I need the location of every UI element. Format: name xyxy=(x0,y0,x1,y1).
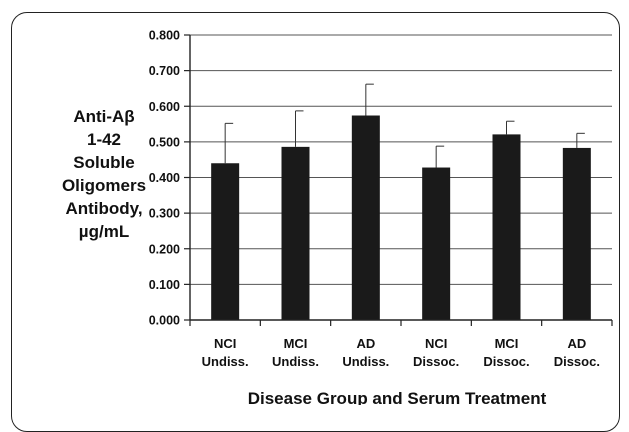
x-category-label: NCI xyxy=(214,336,236,351)
y-tick-label: 0.400 xyxy=(149,171,180,185)
y-axis-label-line: µg/mL xyxy=(79,222,129,241)
y-tick-label: 0.300 xyxy=(149,207,180,221)
y-axis-label-line: 1-42 xyxy=(87,130,121,149)
axes xyxy=(189,35,613,326)
x-category-label: Undiss. xyxy=(202,354,249,369)
y-axis-label: Anti-Aβ 1-42 Soluble Oligomers Antibody, µg/m… xyxy=(62,107,146,241)
x-category-label: Dissoc. xyxy=(554,354,600,369)
x-axis-label: Disease Group and Serum Treatment xyxy=(248,389,547,405)
x-category-label: AD xyxy=(567,336,586,351)
bar xyxy=(422,167,451,320)
bar-chart: Anti-Aβ 1-42 Soluble Oligomers Antibody, µg/m… xyxy=(62,29,613,405)
x-category-label: Dissoc. xyxy=(413,354,459,369)
bar xyxy=(562,147,591,320)
y-tick-label: 0.800 xyxy=(149,29,180,43)
error-bars xyxy=(224,83,585,168)
x-axis-categories: NCI Undiss. MCI Undiss. AD Undiss. NCI Dissoc. M… xyxy=(202,336,600,369)
bar xyxy=(281,146,310,320)
x-category-label: Undiss. xyxy=(342,354,389,369)
y-tick-label: 0.600 xyxy=(149,100,180,114)
bar xyxy=(351,115,380,320)
x-category-label: NCI xyxy=(425,336,447,351)
y-tick-label: 0.500 xyxy=(149,135,180,149)
x-category-label: Dissoc. xyxy=(483,354,529,369)
y-tick-label: 0.700 xyxy=(149,64,180,78)
y-tick-label: 0.200 xyxy=(149,242,180,256)
x-category-label: MCI xyxy=(495,336,519,351)
bar xyxy=(211,163,240,320)
y-axis-label-line: Oligomers xyxy=(62,176,146,195)
y-tick-label: 0.100 xyxy=(149,278,180,292)
x-category-label: MCI xyxy=(284,336,308,351)
y-axis-label-line: Soluble xyxy=(73,153,134,172)
x-category-label: AD xyxy=(356,336,375,351)
y-axis-label-line: Anti-Aβ xyxy=(73,107,134,126)
bars xyxy=(211,115,591,320)
y-axis-ticks: 0.000 0.100 0.200 0.300 0.400 0.500 0.600 0.700… xyxy=(149,29,190,328)
gridlines xyxy=(190,34,612,285)
y-tick-label: 0.000 xyxy=(149,314,180,328)
x-category-label: Undiss. xyxy=(272,354,319,369)
bar xyxy=(492,134,521,320)
y-axis-label-line: Antibody, xyxy=(65,199,142,218)
